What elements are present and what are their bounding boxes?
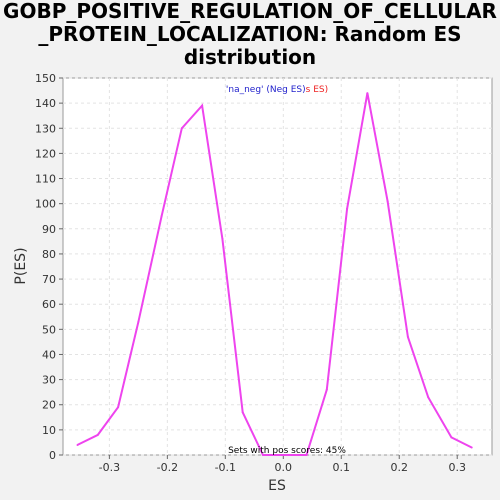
data-point bbox=[76, 443, 79, 446]
y-tick-label: 10 bbox=[42, 424, 56, 437]
y-tick-label: 30 bbox=[42, 374, 56, 387]
data-point bbox=[366, 92, 369, 95]
y-tick-label: 150 bbox=[35, 72, 56, 85]
chart-title: GOBP_POSITIVE_REGULATION_OF_CELLULAR _PR… bbox=[0, 0, 500, 69]
y-tick-label: 20 bbox=[42, 399, 56, 412]
data-point bbox=[96, 433, 99, 436]
series-line bbox=[77, 92, 473, 456]
data-point bbox=[221, 237, 224, 240]
data-point bbox=[262, 454, 265, 456]
y-tick-label: 40 bbox=[42, 348, 56, 361]
series-points bbox=[76, 92, 473, 456]
data-point bbox=[160, 215, 163, 218]
y-tick-label: 140 bbox=[35, 97, 56, 110]
legend: 'na_neg' (Neg ES)s ES) bbox=[226, 85, 328, 95]
data-point bbox=[325, 388, 328, 391]
x-tick-label: 0.1 bbox=[333, 461, 351, 474]
y-tick-label: 90 bbox=[42, 223, 56, 236]
data-point bbox=[305, 454, 308, 456]
data-point bbox=[386, 200, 389, 203]
y-tick-label: 60 bbox=[42, 298, 56, 311]
x-tick-label: -0.1 bbox=[215, 461, 236, 474]
data-point bbox=[470, 446, 473, 449]
y-tick-label: 130 bbox=[35, 122, 56, 135]
chart-title-line-1: GOBP_POSITIVE_REGULATION_OF_CELLULAR bbox=[3, 0, 497, 23]
y-tick-label: 100 bbox=[35, 198, 56, 211]
y-tick-label: 50 bbox=[42, 323, 56, 336]
y-tick-label: 0 bbox=[49, 449, 56, 462]
x-tick-label: -0.2 bbox=[157, 461, 178, 474]
y-tick-label: 80 bbox=[42, 248, 56, 261]
y-tick-label: 70 bbox=[42, 273, 56, 286]
chart-title-line-3: distribution bbox=[183, 45, 317, 69]
x-axis-label: ES bbox=[268, 478, 286, 494]
x-axis: -0.3 -0.2 -0.1 0.0 0.1 0.2 0.3 bbox=[99, 455, 466, 474]
data-point bbox=[117, 406, 120, 409]
x-tick-label: -0.3 bbox=[99, 461, 120, 474]
data-point bbox=[450, 436, 453, 439]
legend-neg-es: 'na_neg' (Neg ES) bbox=[226, 85, 306, 95]
x-tick-label: 0.2 bbox=[390, 461, 408, 474]
y-tick-label: 110 bbox=[35, 173, 56, 186]
y-tick-label: 120 bbox=[35, 147, 56, 160]
data-point bbox=[201, 104, 204, 107]
plot-area bbox=[62, 77, 493, 456]
y-axis: 0 10 20 30 40 50 60 70 80 90 100 110 120 130 140 150 bbox=[35, 72, 63, 462]
data-point bbox=[282, 454, 285, 456]
y-axis-label: P(ES) bbox=[13, 247, 29, 284]
data-point bbox=[241, 411, 244, 414]
pos-scores-note: Sets with pos scores: 45% bbox=[228, 446, 346, 456]
data-point bbox=[346, 207, 349, 210]
chart-title-line-2: _PROTEIN_LOCALIZATION: Random ES bbox=[38, 22, 462, 46]
data-point bbox=[406, 335, 409, 338]
x-tick-label: 0.3 bbox=[448, 461, 466, 474]
grid-lines bbox=[63, 77, 492, 456]
data-point bbox=[180, 127, 183, 130]
x-tick-label: 0.0 bbox=[275, 461, 293, 474]
data-point bbox=[427, 396, 430, 399]
data-point bbox=[137, 320, 140, 323]
legend-pos-es: s ES) bbox=[306, 85, 328, 95]
